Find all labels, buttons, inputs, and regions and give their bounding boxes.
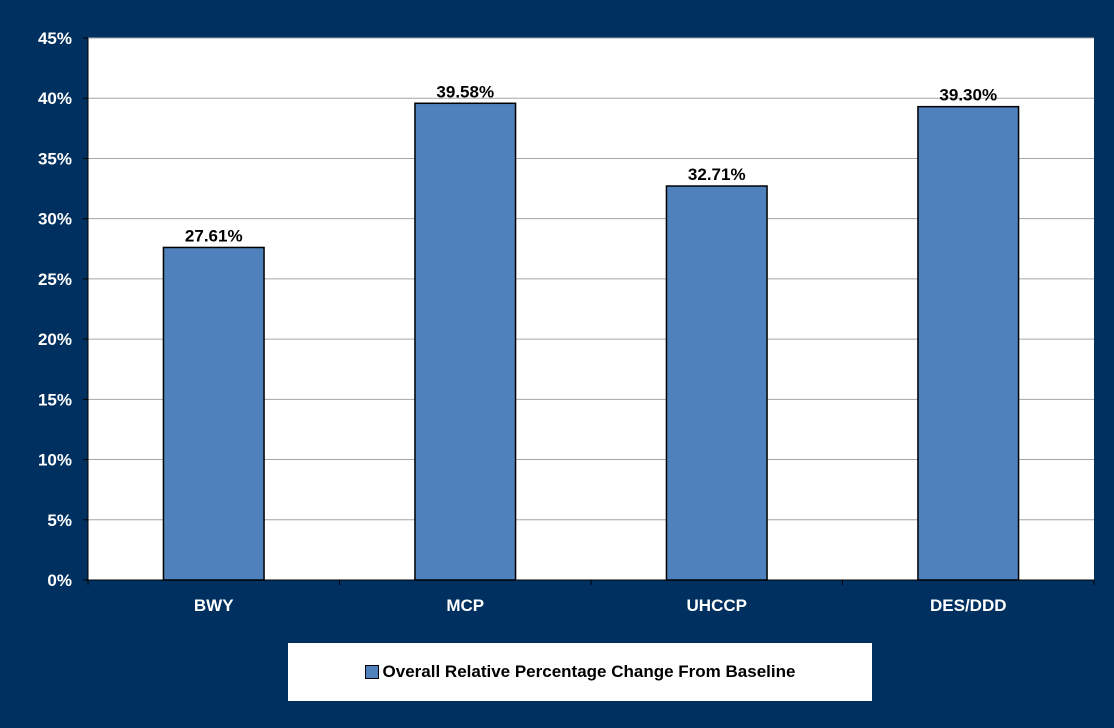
x-tick-label: DES/DDD	[930, 596, 1007, 615]
x-tick-labels: BWY MCP UHCCP DES/DDD	[194, 596, 1007, 615]
data-label: 39.30%	[939, 86, 997, 105]
data-labels: 27.61% 39.58% 32.71% 39.30%	[185, 82, 997, 245]
bars	[162, 102, 1020, 581]
bar-bwy	[162, 246, 265, 581]
y-tick-label: 0%	[47, 571, 72, 590]
y-tick-label: 40%	[38, 89, 72, 108]
bar-des-ddd	[917, 105, 1020, 581]
y-tick-labels: 0% 5% 10% 15% 20% 25% 30% 35% 40% 45%	[38, 29, 72, 590]
y-tick-label: 35%	[38, 149, 72, 168]
axes	[83, 37, 1095, 585]
y-tick-label: 45%	[38, 29, 72, 48]
legend-swatch	[364, 665, 379, 679]
data-label: 39.58%	[436, 82, 494, 101]
data-label: 27.61%	[185, 226, 243, 245]
bar-uhccp	[665, 185, 768, 581]
x-tick-label: UHCCP	[687, 596, 747, 615]
bar-mcp	[414, 102, 517, 581]
y-tick-label: 30%	[38, 210, 72, 229]
y-tick-label: 25%	[38, 270, 72, 289]
y-tick-label: 10%	[38, 451, 72, 470]
legend: Overall Relative Percentage Change From …	[288, 643, 872, 701]
x-tick-label: MCP	[446, 596, 484, 615]
legend-label: Overall Relative Percentage Change From …	[382, 662, 796, 681]
data-label: 32.71%	[688, 165, 746, 184]
y-tick-label: 5%	[47, 511, 72, 530]
x-tick-label: BWY	[194, 596, 234, 615]
y-tick-label: 20%	[38, 330, 72, 349]
y-tick-label: 15%	[38, 390, 72, 409]
